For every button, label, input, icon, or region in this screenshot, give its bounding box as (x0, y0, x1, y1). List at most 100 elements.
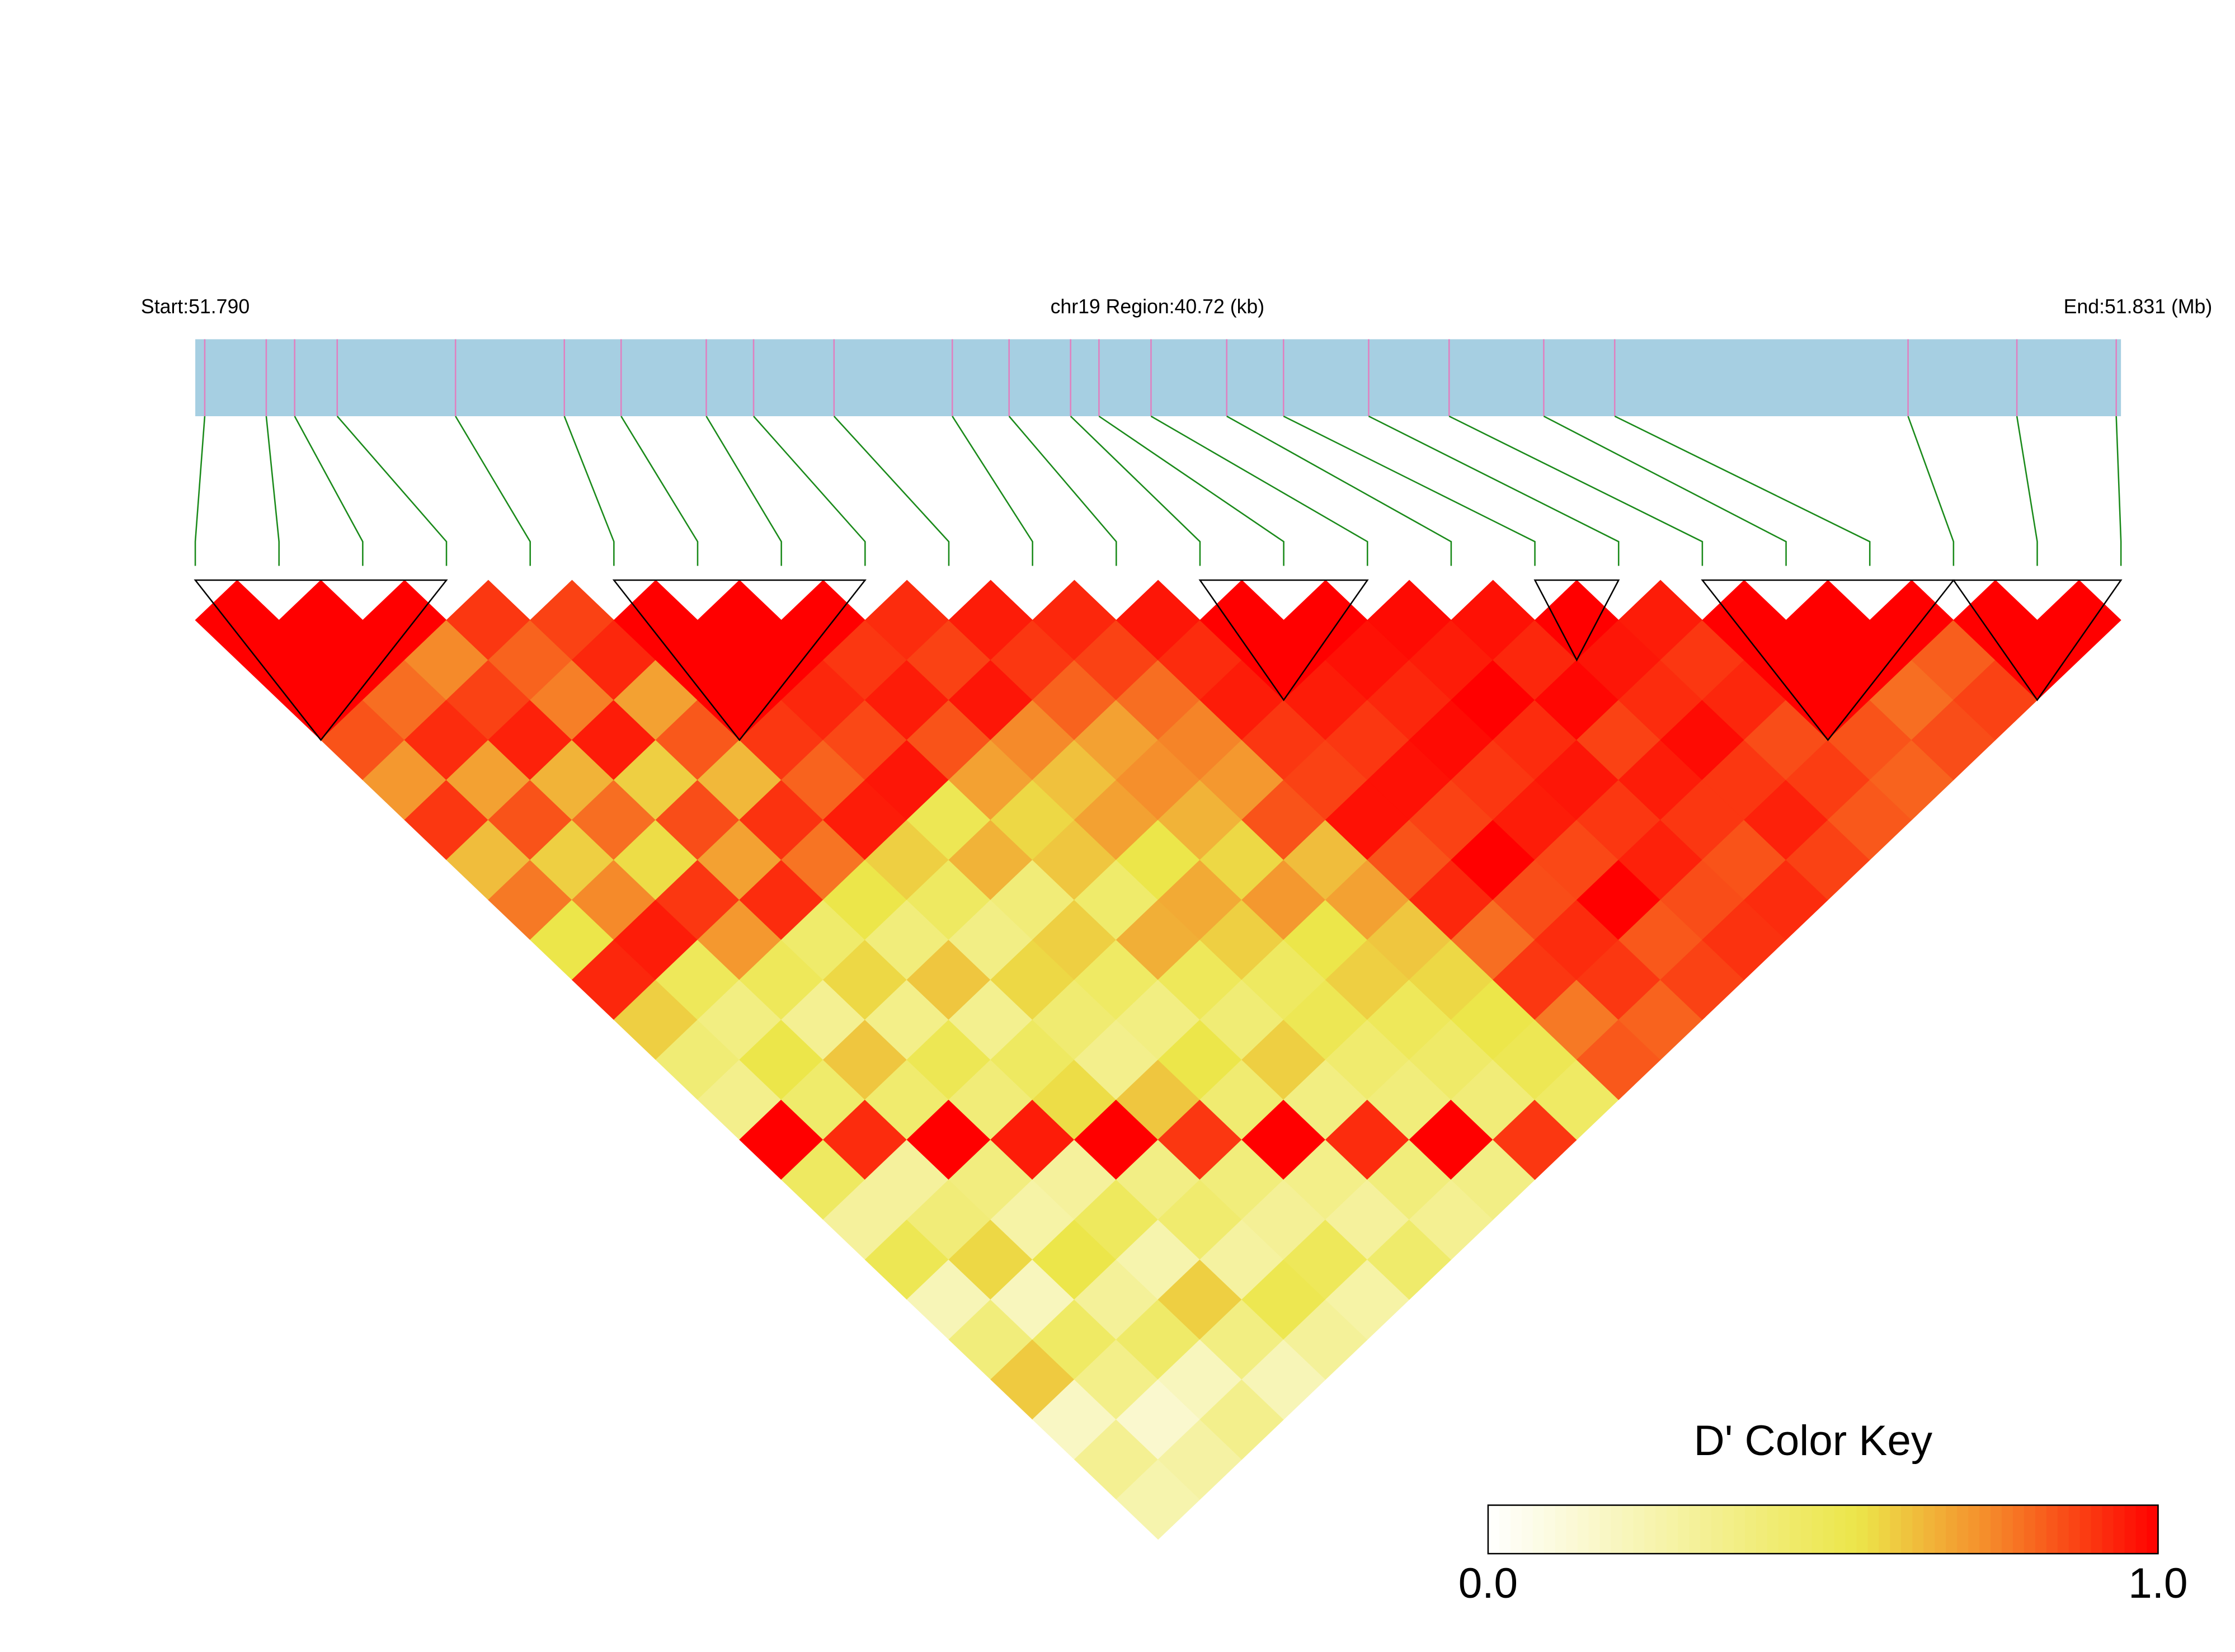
snp-connector (2016, 416, 2038, 566)
snp-connector (2115, 416, 2122, 566)
colorbar-step (1588, 1505, 1601, 1554)
snp-connector (1098, 415, 1284, 566)
snp-connector (194, 416, 206, 566)
colorbar-step (2068, 1505, 2081, 1554)
colorbar-step (2113, 1505, 2125, 1554)
colorbar-step (1867, 1505, 1880, 1554)
ld-block (612, 579, 867, 741)
end-label: End:51.831 (Mb) (2064, 295, 2213, 318)
colorbar-step (1667, 1505, 1679, 1554)
snp-connector (1614, 415, 1871, 566)
colorbar-step (1845, 1505, 1857, 1554)
snp-connector (265, 416, 280, 566)
colorbar-step (1901, 1505, 1913, 1554)
colorbar-step (1678, 1505, 1690, 1554)
colorbar-step (1946, 1505, 1958, 1554)
colorbar-step (1622, 1505, 1634, 1554)
colorbar-step (2124, 1505, 2137, 1554)
colorbar-frame (1487, 1504, 2159, 1555)
snp-connector (833, 416, 950, 566)
colorbar-step (2057, 1505, 2070, 1554)
colorbar-step (1923, 1505, 1936, 1554)
colorbar-step (1890, 1505, 1902, 1554)
snp-connector (1008, 416, 1117, 566)
colorbar-step (1521, 1505, 1534, 1554)
snp-connector (455, 416, 531, 566)
colorbar-step (1778, 1505, 1791, 1554)
colorbar-step (1611, 1505, 1623, 1554)
snp-connector (336, 416, 448, 566)
ld-block (1701, 579, 1955, 741)
colorbar-step (1744, 1505, 1757, 1554)
ld-block (1952, 579, 2123, 702)
snp-connector (1448, 415, 1704, 566)
colorbar-step (1811, 1505, 1824, 1554)
colorbar-step (1856, 1505, 1869, 1554)
snp-connector (952, 416, 1033, 566)
colorbar-step (1544, 1505, 1556, 1554)
colorbar-step (1823, 1505, 1835, 1554)
snp-connector (563, 416, 615, 566)
snp-connector (1368, 415, 1620, 566)
colorbar-step (2102, 1505, 2114, 1554)
colorbar-step (1979, 1505, 1992, 1554)
snp-connector (1226, 415, 1452, 566)
colorbar-step (1991, 1505, 2003, 1554)
colorbar-step (1734, 1505, 1746, 1554)
colorbar-step (1555, 1505, 1567, 1554)
colorbar-step (2024, 1505, 2036, 1554)
colorbar-step (1488, 1505, 1500, 1554)
colorbar-step (1968, 1505, 1980, 1554)
snp-connector (1070, 416, 1201, 566)
colorbar-tick-label: 1.0 (2128, 1560, 2187, 1607)
ld-block (1533, 579, 1620, 662)
colorbar-tick-label: 0.0 (1458, 1560, 1518, 1607)
colorbar-title: D' Color Key (1694, 1417, 1933, 1465)
colorbar-step (1834, 1505, 1846, 1554)
colorbar-step (2002, 1505, 2014, 1554)
snp-connector (620, 416, 699, 566)
colorbar-step (2079, 1505, 2092, 1554)
position-bar (195, 339, 2121, 416)
colorbar-step (1879, 1505, 1891, 1554)
colorbar-step (1912, 1505, 1925, 1554)
colorbar-step (1532, 1505, 1545, 1554)
snp-connector (294, 416, 364, 566)
colorbar-step (1767, 1505, 1780, 1554)
region-label: chr19 Region:40.72 (kb) (1051, 295, 1265, 318)
colorbar-step (1789, 1505, 1802, 1554)
snp-connector (1150, 415, 1368, 566)
snp-connector (705, 416, 782, 566)
colorbar-step (1577, 1505, 1589, 1554)
colorbar-step (2046, 1505, 2059, 1554)
colorbar-step (1510, 1505, 1523, 1554)
colorbar-step (2012, 1505, 2025, 1554)
colorbar-step (2147, 1505, 2159, 1554)
colorbar-step (1957, 1505, 1969, 1554)
colorbar-step (1499, 1505, 1512, 1554)
colorbar-step (1599, 1505, 1612, 1554)
colorbar-step (1723, 1505, 1735, 1554)
ld-block (194, 579, 448, 741)
colorbar-step (1756, 1505, 1768, 1554)
ld-cell (2036, 580, 2121, 661)
colorbar-step (2135, 1505, 2148, 1554)
colorbar-step (1633, 1505, 1645, 1554)
colorbar-step (2091, 1505, 2103, 1554)
colorbar-step (1935, 1505, 1947, 1554)
snp-connector (753, 416, 866, 566)
colorbar-step (1689, 1505, 1701, 1554)
ld-block (1198, 579, 1369, 702)
colorbar-step (1700, 1505, 1712, 1554)
colorbar-step (1566, 1505, 1578, 1554)
colorbar-step (2035, 1505, 2048, 1554)
snp-connector (1543, 415, 1787, 566)
snp-connector (1907, 416, 1955, 566)
colorbar-step (1711, 1505, 1724, 1554)
start-label: Start:51.790 (141, 295, 250, 318)
colorbar-step (1800, 1505, 1813, 1554)
snp-connector (1283, 415, 1536, 566)
colorbar-step (1655, 1505, 1668, 1554)
